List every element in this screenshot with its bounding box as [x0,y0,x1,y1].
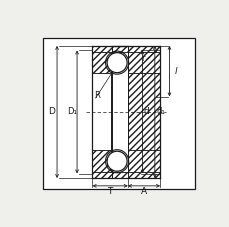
Text: l: l [174,67,176,76]
Polygon shape [92,52,110,74]
Polygon shape [92,74,110,151]
Polygon shape [92,151,110,172]
Text: D: D [48,107,55,116]
Polygon shape [111,46,160,52]
Polygon shape [127,74,160,151]
Text: D₁: D₁ [66,107,76,116]
Polygon shape [127,52,160,74]
Text: T: T [107,187,112,196]
Text: d₁: d₁ [156,107,165,116]
Polygon shape [111,172,160,178]
FancyBboxPatch shape [43,38,194,189]
Polygon shape [92,172,127,178]
Text: r: r [141,54,144,63]
Polygon shape [92,46,127,52]
Text: R: R [94,91,100,99]
Polygon shape [127,151,160,172]
Circle shape [107,53,127,73]
Text: A: A [140,187,147,196]
Circle shape [107,151,127,171]
Text: d: d [143,107,149,116]
